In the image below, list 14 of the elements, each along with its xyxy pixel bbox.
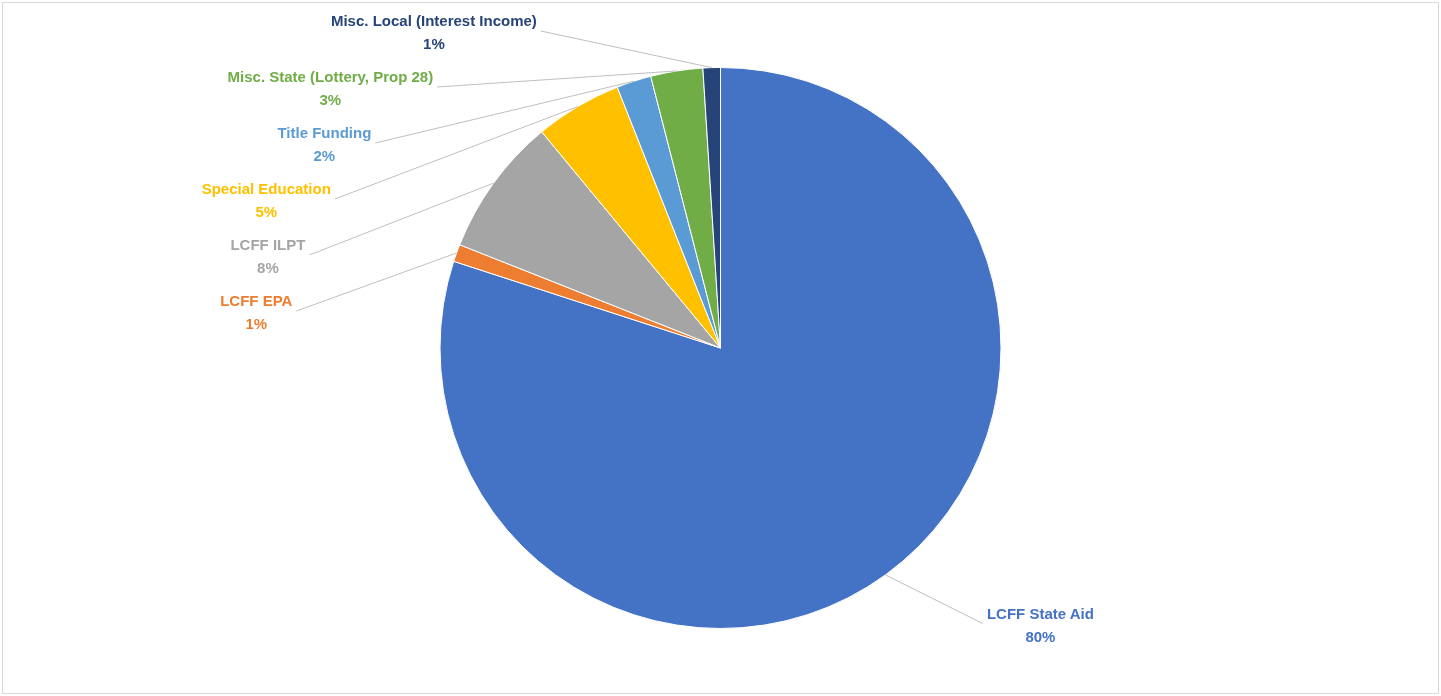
slice-label: Misc. State (Lottery, Prop 28) [227,68,434,86]
slice-label: LCFF EPA [220,292,293,310]
data-label: 8% [257,259,279,277]
data-label: 3% [319,91,342,109]
slice-label: LCFF ILPT [230,236,306,254]
slice-label: LCFF State Aid [986,604,1094,622]
slice-label: Special Education [201,180,331,198]
data-label: 1% [245,315,268,333]
data-label: 2% [313,147,336,165]
data-label: 80% [1025,627,1056,645]
data-label: 1% [423,35,445,53]
slice-label: Misc. Local (Interest Income) [330,12,537,30]
slice-label: Title Funding [277,124,372,142]
data-label: 5% [255,203,278,221]
